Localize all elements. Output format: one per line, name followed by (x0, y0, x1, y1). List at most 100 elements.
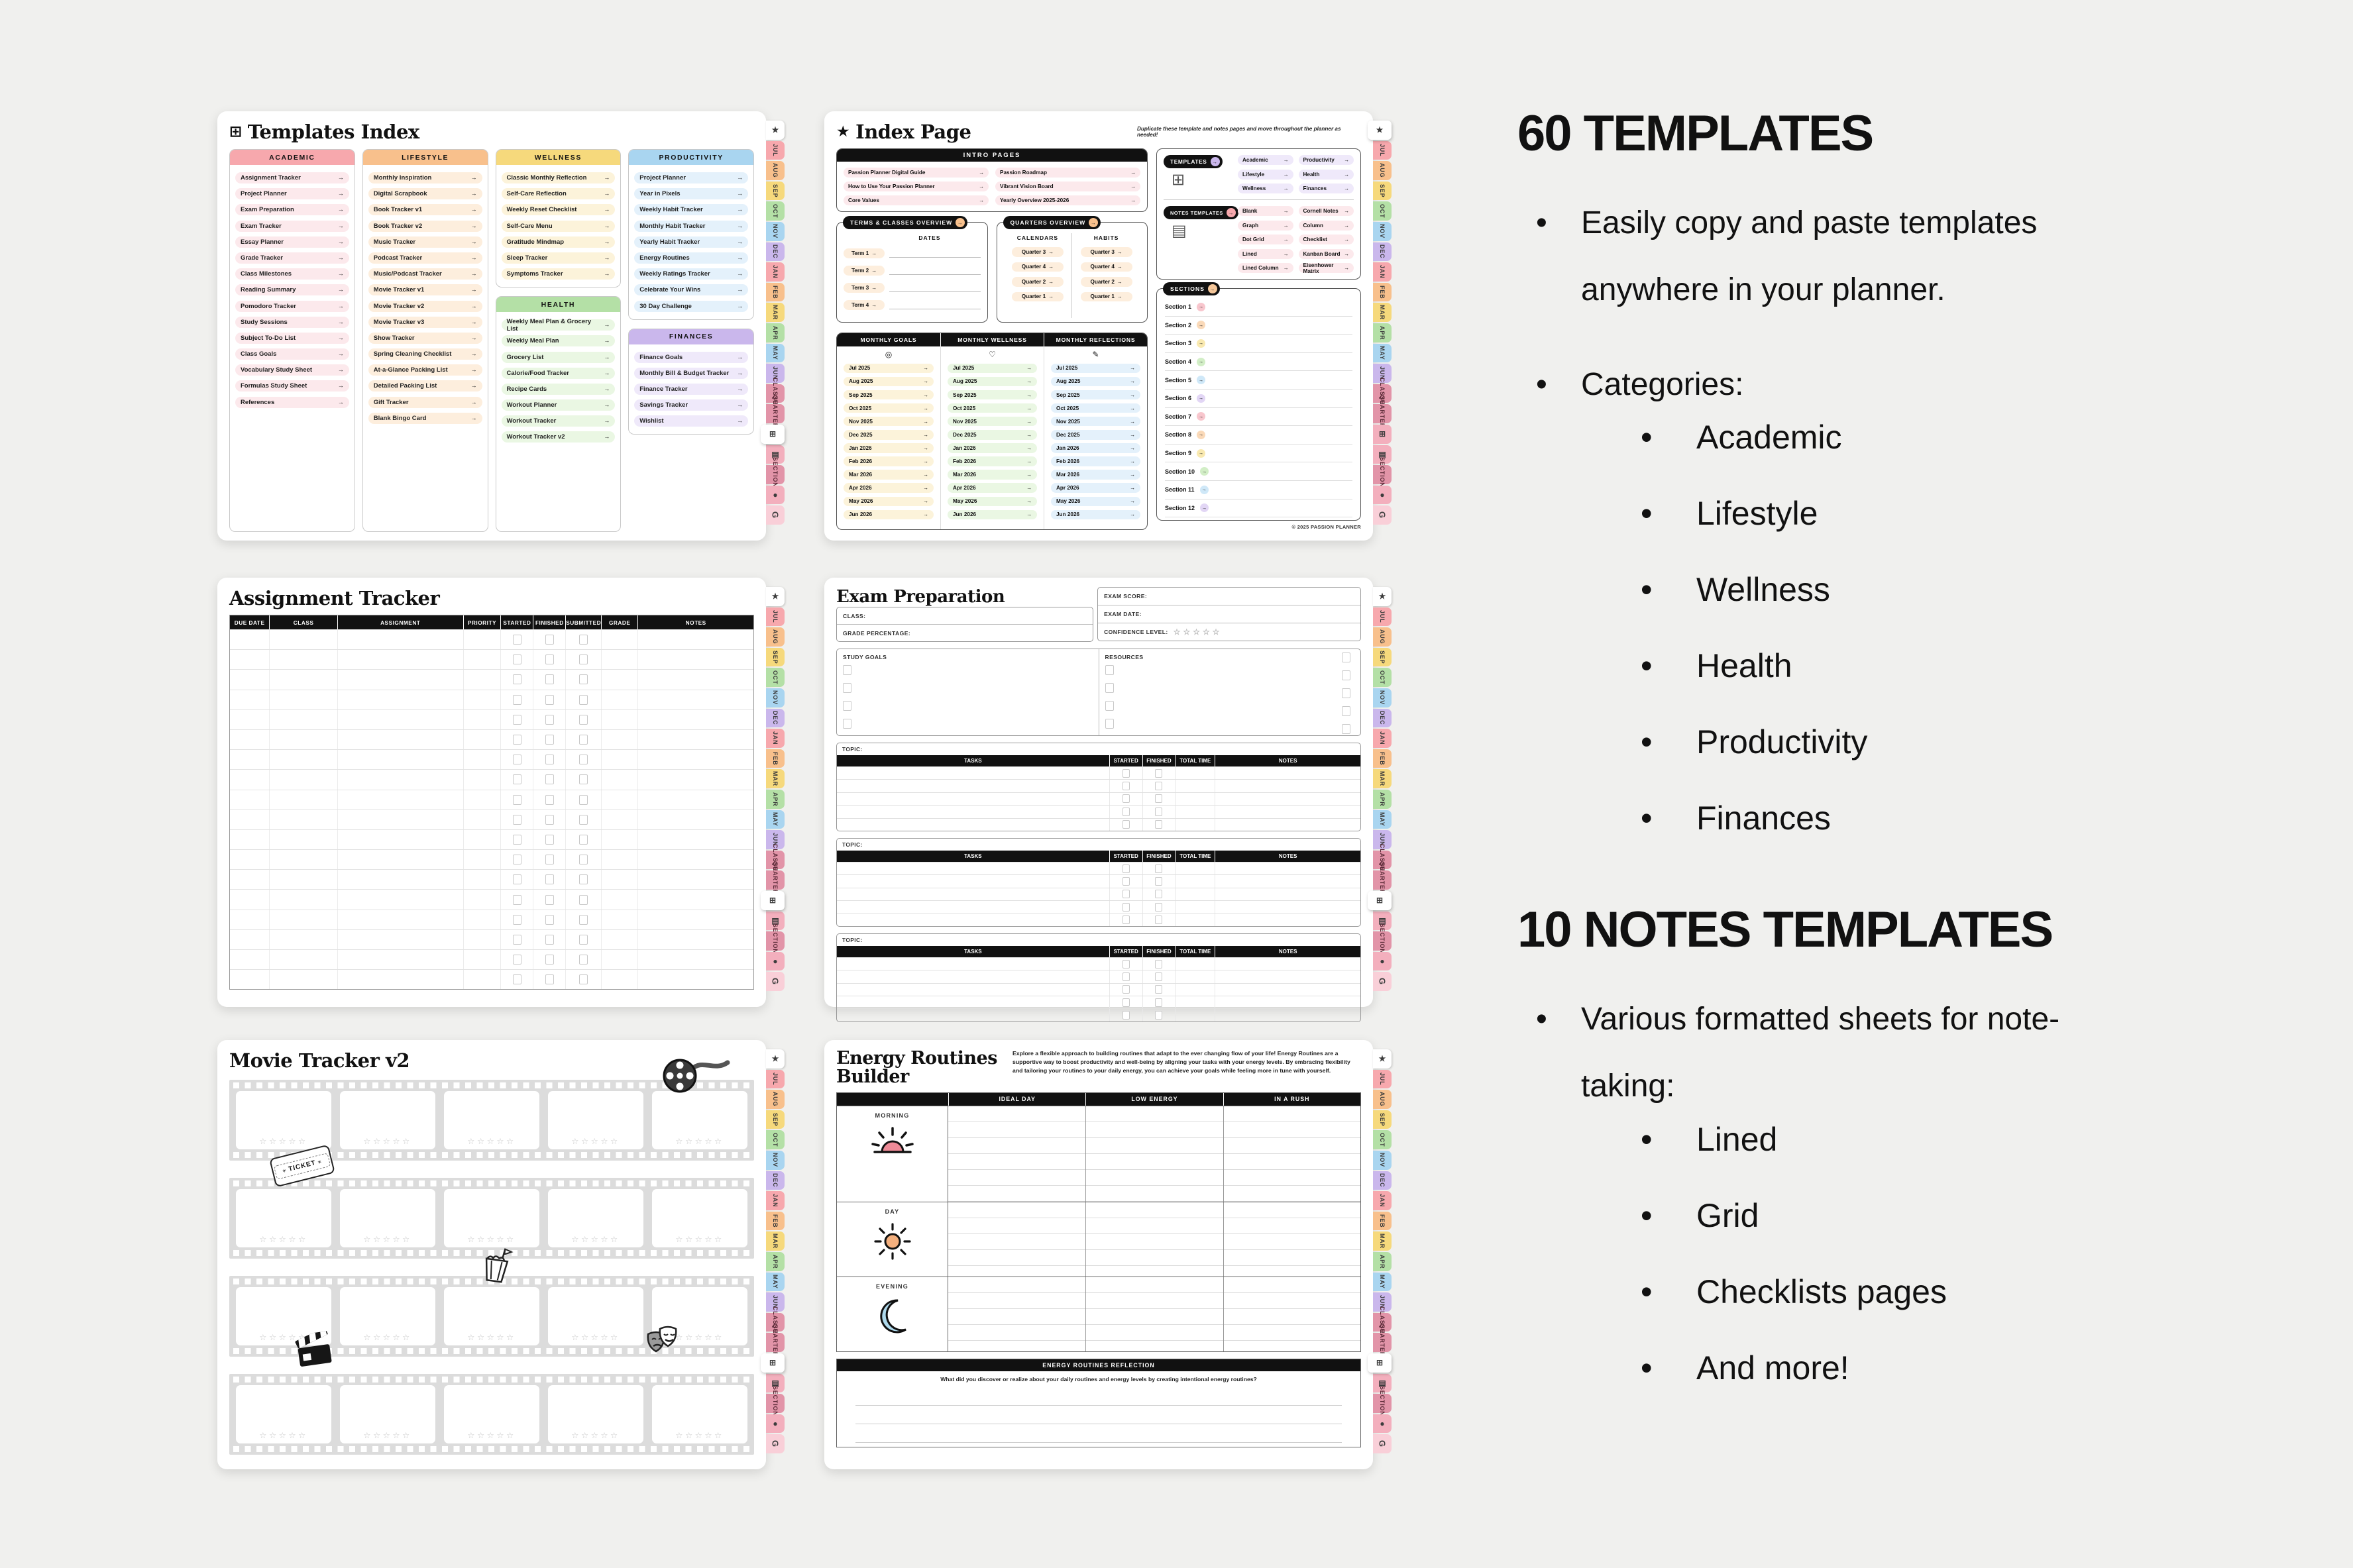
routine-cell[interactable] (1085, 1106, 1223, 1202)
template-link[interactable]: Class Goals (235, 348, 349, 360)
started-checkbox[interactable] (1122, 915, 1130, 925)
template-link[interactable]: Celebrate Your Wins (634, 284, 748, 296)
template-link[interactable]: Class Milestones (235, 268, 349, 280)
side-tab[interactable]: MAR (766, 303, 785, 322)
template-category-link[interactable]: Academic (1238, 155, 1293, 165)
month-link[interactable]: Mar 2026 (948, 470, 1037, 480)
sections-button[interactable]: SECTIONS (1163, 282, 1220, 295)
side-tab[interactable]: AUG (766, 161, 785, 180)
term-link[interactable]: Term 1 (844, 248, 885, 258)
template-category-link[interactable]: Health (1298, 169, 1354, 180)
side-tab[interactable]: QUARTERS (1373, 1324, 1392, 1361)
month-link[interactable]: Mar 2026 (1051, 470, 1140, 480)
finished-checkbox[interactable] (545, 974, 554, 985)
movie-frame[interactable]: ☆☆☆☆☆ (236, 1385, 331, 1443)
template-link[interactable]: Blank Bingo Card (368, 412, 482, 424)
side-tab[interactable]: JUL (766, 607, 785, 627)
star-rating[interactable]: ☆☆☆☆☆ (467, 1333, 516, 1342)
started-checkbox[interactable] (512, 794, 521, 805)
side-tab[interactable]: SECTIONS (1373, 457, 1392, 492)
started-checkbox[interactable] (1122, 807, 1130, 816)
template-link[interactable]: Finance Goals (634, 351, 748, 363)
task-row[interactable] (837, 805, 1360, 818)
side-tab[interactable]: ▤ (766, 444, 785, 464)
started-checkbox[interactable] (1122, 768, 1130, 778)
finished-checkbox[interactable] (545, 794, 554, 805)
side-tab[interactable]: ● (1373, 1414, 1392, 1434)
started-checkbox[interactable] (512, 694, 521, 705)
task-row[interactable] (837, 792, 1360, 806)
started-checkbox[interactable] (512, 894, 521, 905)
template-link[interactable]: Study Sessions (235, 316, 349, 328)
side-tab[interactable]: APR (766, 789, 785, 809)
month-link[interactable]: Jun 2026 (948, 509, 1037, 520)
side-tab[interactable]: NOV (1373, 1150, 1392, 1170)
notes-template-link[interactable]: Checklist (1298, 235, 1354, 244)
term-link[interactable]: Term 3 (844, 282, 885, 293)
side-tab[interactable]: MAY (1373, 343, 1392, 363)
star-rating[interactable]: ☆☆☆☆☆ (571, 1431, 620, 1440)
side-tab[interactable]: APR (1373, 1251, 1392, 1271)
month-link[interactable]: Mar 2026 (844, 470, 934, 480)
routine-cell[interactable] (1223, 1277, 1360, 1351)
template-link[interactable]: Grade Tracker (235, 252, 349, 264)
side-tab[interactable]: JAN (766, 729, 785, 748)
quarter-link[interactable]: Quarter 4 (1011, 262, 1064, 272)
finished-checkbox[interactable] (1155, 890, 1163, 899)
side-tab[interactable]: NOV (766, 1150, 785, 1170)
template-link[interactable]: Finance Tracker (634, 383, 748, 395)
table-row[interactable] (230, 909, 753, 929)
template-link[interactable]: Symptoms Tracker (501, 268, 616, 280)
side-tab[interactable]: JUN (766, 830, 785, 849)
resource-checkbox[interactable] (1105, 701, 1114, 711)
started-checkbox[interactable] (1122, 1011, 1130, 1020)
section-link[interactable]: Section 9 (1165, 444, 1352, 463)
movie-frame[interactable]: ☆☆☆☆☆ (548, 1189, 643, 1247)
started-checkbox[interactable] (512, 755, 521, 765)
side-tab[interactable]: MAY (766, 343, 785, 363)
side-tab[interactable]: AUG (1373, 627, 1392, 647)
template-link[interactable]: Show Tracker (368, 332, 482, 344)
finished-checkbox[interactable] (545, 714, 554, 725)
template-link[interactable]: Gift Tracker (368, 396, 482, 408)
started-checkbox[interactable] (512, 635, 521, 645)
side-tab[interactable]: ▤ (1373, 911, 1392, 931)
exam-score-field[interactable]: EXAM SCORE: (1104, 593, 1148, 600)
resource-checkbox[interactable] (1342, 653, 1350, 662)
task-row[interactable] (837, 861, 1360, 875)
submitted-checkbox[interactable] (579, 714, 588, 725)
month-link[interactable]: Dec 2025 (844, 430, 934, 440)
template-link[interactable]: Self-Care Menu (501, 220, 616, 232)
movie-frame[interactable]: ☆☆☆☆☆ (340, 1385, 435, 1443)
task-row[interactable] (837, 996, 1360, 1009)
template-link[interactable]: Classic Monthly Reflection (501, 172, 616, 183)
star-rating[interactable]: ☆☆☆☆☆ (363, 1333, 412, 1342)
template-link[interactable]: Year in Pixels (634, 188, 748, 200)
side-tab[interactable]: ⊞ (1368, 1353, 1392, 1373)
star-rating[interactable]: ☆☆☆☆☆ (675, 1333, 724, 1342)
section-link[interactable]: Section 7 (1165, 408, 1352, 427)
side-tab[interactable]: CLASSES (1373, 378, 1392, 409)
submitted-checkbox[interactable] (579, 694, 588, 705)
topic-field[interactable]: TOPIC: (842, 936, 863, 943)
template-link[interactable]: Wishlist (634, 415, 748, 427)
submitted-checkbox[interactable] (579, 735, 588, 745)
movie-frame[interactable]: ☆☆☆☆☆ (340, 1287, 435, 1345)
side-tab[interactable]: SEP (766, 181, 785, 201)
finished-checkbox[interactable] (545, 654, 554, 665)
side-tab[interactable]: MAY (766, 810, 785, 829)
side-tab[interactable]: OCT (766, 201, 785, 221)
task-row[interactable] (837, 766, 1360, 780)
section-link[interactable]: Section 11 (1165, 481, 1352, 499)
notes-template-link[interactable]: Blank (1238, 206, 1293, 216)
started-checkbox[interactable] (512, 774, 521, 785)
notes-template-link[interactable]: Lined Column (1238, 263, 1293, 273)
finished-checkbox[interactable] (1155, 998, 1163, 1007)
finished-checkbox[interactable] (1155, 864, 1163, 873)
template-link[interactable]: Assignment Tracker (235, 172, 349, 183)
side-tab[interactable]: JUL (1373, 1069, 1392, 1089)
side-tab[interactable]: FEB (766, 749, 785, 768)
section-link[interactable]: Section 3 (1165, 335, 1352, 353)
submitted-checkbox[interactable] (579, 654, 588, 665)
started-checkbox[interactable] (512, 855, 521, 865)
